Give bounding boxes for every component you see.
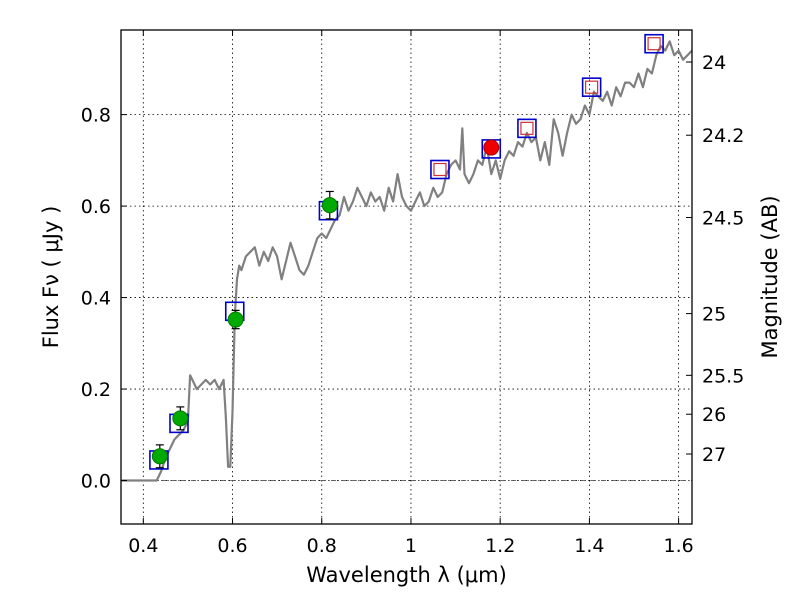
model-flux-box [581,77,602,97]
predicted-flux-box [585,80,599,94]
model-flux-box [644,33,664,54]
y-tick-label: 0.2 [81,379,111,401]
y2-tick-label: 24.2 [702,125,744,147]
y2-tick-label: 27 [702,444,726,466]
photometry-layer [149,33,664,470]
x-axis-label: Wavelength λ (μm) [306,563,507,587]
predicted-flux-box [647,37,661,51]
spectrum-line [121,40,693,482]
x-tick-label: 0.4 [128,535,158,557]
observed-flux-point [227,311,244,328]
grid [121,30,692,524]
x-tick-label: 0.6 [217,535,247,557]
y-tick-label: 0.0 [81,471,111,493]
observed-flux-point [172,410,189,427]
predicted-flux-box [433,162,447,177]
y-tick-label: 0.8 [81,105,111,127]
predicted-flux-box [520,121,534,135]
observed-flux-point [151,448,168,465]
y-tick-label: 0.6 [81,196,111,218]
y2-tick-label: 25.5 [702,365,744,387]
y2-tick-label: 24 [702,52,726,74]
ticks: 0.4 0.6 0.8 1 1.2 1.4 1.6 0.0 0.2 0.4 0.6 0.8 24 24.2… [81,30,744,557]
x-tick-label: 1 [405,535,417,557]
x-tick-label: 1.2 [485,535,515,557]
x-tick-label: 1.4 [574,535,604,557]
spectrum-layer [121,40,693,482]
y2-tick-label: 26 [702,404,726,426]
y-tick-label: 0.4 [81,288,111,310]
y2-tick-label: 24.5 [702,208,744,230]
observed-flux-point [321,197,338,214]
y2-axis-label: Magnitude (AB) [758,195,782,358]
y2-tick-label: 25 [702,304,726,326]
observed-flux-point-red [483,139,500,156]
model-flux-box [517,118,537,139]
x-tick-label: 0.8 [307,535,337,557]
x-tick-label: 1.6 [664,535,694,557]
plot-frame [120,29,693,525]
model-flux-box [430,159,450,180]
y-axis-label: Flux Fν ( μJy ) [39,206,63,349]
